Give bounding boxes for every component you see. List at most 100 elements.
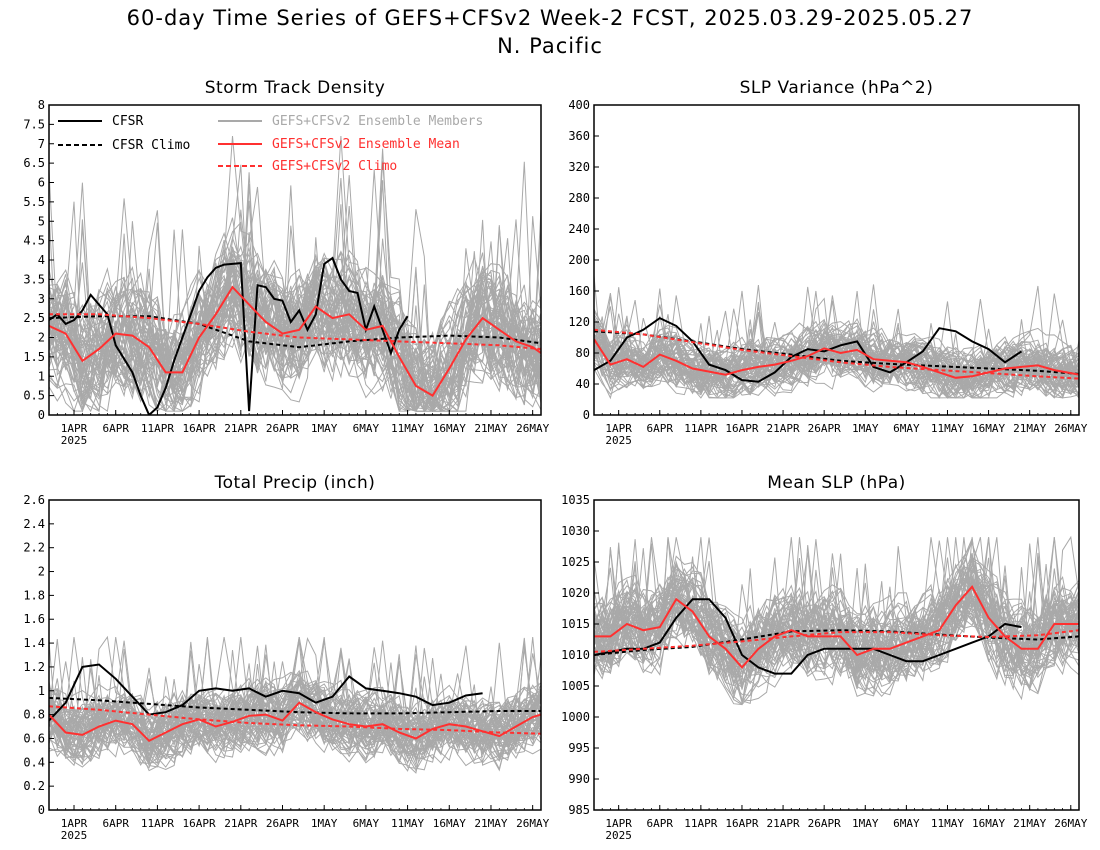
x-tick-label: 11APR [141, 817, 174, 830]
ensemble-member-line [49, 268, 541, 412]
ensemble-member-line [49, 250, 541, 412]
y-tick-label: 2.5 [23, 311, 45, 325]
y-tick-label: 120 [568, 315, 590, 329]
x-year-label: 2025 [61, 829, 88, 842]
cfsr-line [49, 663, 483, 722]
y-tick-label: 4 [38, 253, 45, 267]
chart-panel-3: Total Precip (inch) 0 0.2 0.4 0.6 0.8 1 1.2 1.4 1… [23, 473, 549, 842]
x-tick-label: 26MAY [1054, 422, 1087, 435]
ensemble-member-line [594, 557, 1079, 696]
ensemble-member-line [594, 309, 1079, 397]
y-tick-label: 1025 [561, 555, 590, 569]
x-tick-label: 6APR [102, 422, 129, 435]
y-tick-label: 1 [38, 684, 45, 698]
gefs-cfsv2-ensemble-mean-line [594, 338, 1079, 379]
ensemble-member-line [594, 564, 1079, 674]
gefs-cfsv2-ensemble-mean-line [49, 285, 541, 397]
x-tick-label: 1APR [61, 422, 88, 435]
ensemble-member-line [49, 186, 541, 413]
x-tick-label: 26MAY [516, 422, 549, 435]
ensemble-member-line [594, 318, 1079, 391]
ensemble-member-line [594, 301, 1079, 391]
y-tick-label: 320 [568, 160, 590, 174]
panel-title: Mean SLP (hPa) [767, 473, 906, 493]
y-tick-label: 985 [568, 803, 590, 817]
y-tick-label: 400 [568, 98, 590, 112]
ensemble-member-line [49, 637, 541, 763]
x-tick-label: 6MAY [353, 817, 380, 830]
x-tick-label: 1MAY [311, 422, 338, 435]
y-tick-label: 160 [568, 284, 590, 298]
x-tick-label: 6APR [647, 422, 674, 435]
y-tick-label: 1010 [561, 648, 590, 662]
ensemble-member-line [594, 330, 1079, 392]
plot-area [594, 535, 1079, 706]
y-tick-label: 0 [38, 803, 45, 817]
y-tick-label: 1 [38, 369, 45, 383]
y-tick-label: 40 [576, 377, 590, 391]
y-tick-label: 2.6 [23, 493, 45, 507]
y-tick-label: 990 [568, 772, 590, 786]
ensemble-member-line [49, 637, 541, 764]
y-tick-label: 1005 [561, 679, 590, 693]
ensemble-member-line [49, 258, 541, 379]
cfsr-line [49, 256, 409, 415]
chart-panel-2: SLP Variance (hPa^2) 0 40 80 120 160 200 240 280… [568, 78, 1087, 447]
chart-subtitle: N. Pacific [497, 34, 603, 58]
y-tick-label: 1.2 [23, 660, 45, 674]
ensemble-member-line [594, 322, 1079, 399]
gefs-cfsv2-climo-line [594, 629, 1079, 653]
x-tick-label: 16APR [725, 817, 758, 830]
y-tick-label: 0.5 [23, 389, 45, 403]
y-tick-label: 7 [38, 137, 45, 151]
ensemble-member-line [594, 584, 1079, 689]
ensemble-member-line [594, 313, 1079, 395]
chart-panel-4: Mean SLP (hPa) 985 990 995 1000 1005 1010 1015 1… [561, 473, 1088, 842]
x-tick-label: 21MAY [1013, 422, 1046, 435]
ensemble-member-line [594, 537, 1079, 675]
chart-panel-1: Storm Track Density 0 0.5 1 1.5 2 2.5 3 3.5 4 4.5 5… [23, 78, 549, 447]
ensemble-member-line [49, 637, 541, 771]
x-year-label: 2025 [605, 829, 632, 842]
y-tick-label: 2.2 [23, 541, 45, 555]
gefs-cfsv2-ensemble-mean-line [49, 701, 541, 743]
y-tick-label: 0.6 [23, 731, 45, 745]
x-tick-label: 11APR [141, 422, 174, 435]
y-tick-label: 5.5 [23, 195, 45, 209]
y-tick-label: 0.2 [23, 779, 45, 793]
ensemble-member-line [594, 338, 1079, 395]
y-tick-label: 8 [38, 98, 45, 112]
x-tick-label: 6APR [647, 817, 674, 830]
y-tick-label: 1.6 [23, 612, 45, 626]
y-tick-label: 6.5 [23, 156, 45, 170]
y-tick-label: 2 [38, 565, 45, 579]
x-tick-label: 26APR [266, 422, 299, 435]
y-tick-label: 0 [38, 408, 45, 422]
x-tick-label: 1APR [605, 422, 632, 435]
x-tick-label: 26APR [808, 422, 841, 435]
y-tick-label: 0.4 [23, 755, 45, 769]
x-tick-label: 26MAY [1054, 817, 1087, 830]
x-tick-label: 16APR [725, 422, 758, 435]
y-tick-label: 3 [38, 292, 45, 306]
panel-title: Total Precip (inch) [214, 473, 376, 493]
x-tick-label: 21APR [224, 817, 257, 830]
y-tick-label: 7.5 [23, 117, 45, 131]
y-tick-label: 1020 [561, 586, 590, 600]
x-tick-label: 16MAY [972, 422, 1005, 435]
x-tick-label: 1MAY [852, 422, 879, 435]
ensemble-member-line [49, 210, 541, 413]
ensemble-member-line [49, 637, 541, 767]
ensemble-member-line [594, 578, 1079, 669]
x-tick-label: 16APR [183, 422, 216, 435]
x-tick-label: 6MAY [353, 422, 380, 435]
y-tick-label: 2 [38, 331, 45, 345]
gefs-cfsv2-climo-line [594, 328, 1079, 380]
y-tick-label: 4.5 [23, 234, 45, 248]
x-tick-label: 11MAY [931, 422, 964, 435]
y-tick-label: 280 [568, 191, 590, 205]
y-tick-label: 360 [568, 129, 590, 143]
y-tick-label: 995 [568, 741, 590, 755]
y-tick-label: 1035 [561, 493, 590, 507]
